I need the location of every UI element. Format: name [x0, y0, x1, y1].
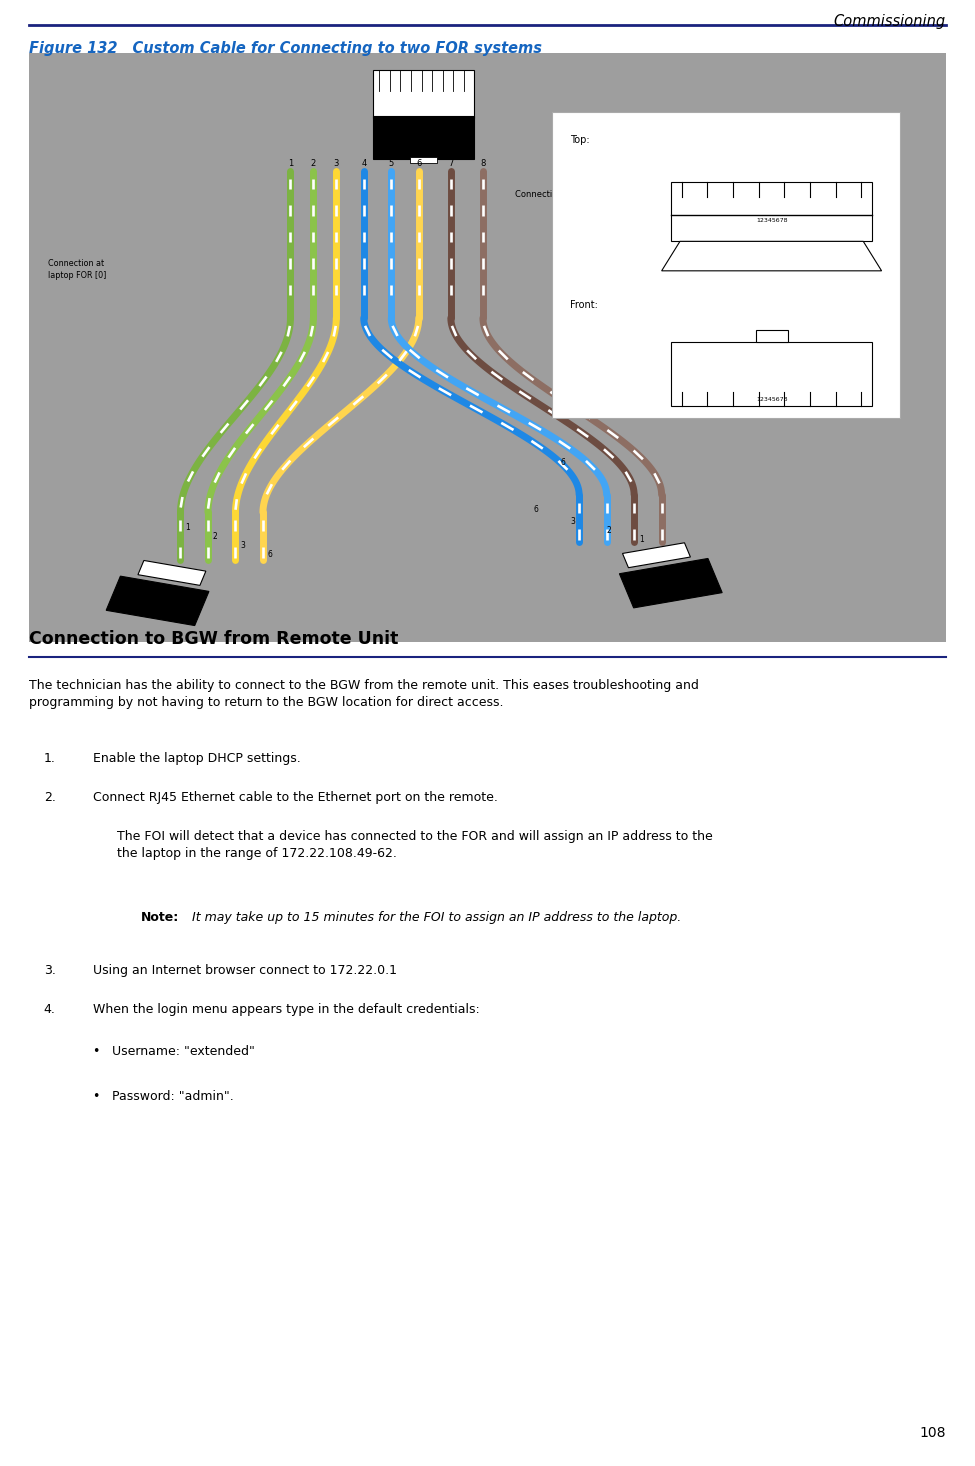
- Bar: [756, 330, 788, 342]
- Text: Top:: Top:: [570, 135, 590, 145]
- Text: Enable the laptop DHCP settings.: Enable the laptop DHCP settings.: [93, 752, 300, 765]
- Text: 3: 3: [240, 541, 245, 550]
- Polygon shape: [662, 242, 881, 271]
- Bar: [671, 182, 873, 242]
- Text: 6: 6: [561, 459, 566, 468]
- Text: 2.: 2.: [44, 792, 56, 803]
- Text: The technician has the ability to connect to the BGW from the remote unit. This : The technician has the ability to connec…: [29, 679, 699, 710]
- Text: 8: 8: [481, 158, 486, 167]
- Text: Connection to BGW from Remote Unit: Connection to BGW from Remote Unit: [29, 630, 399, 648]
- Text: 5: 5: [389, 158, 394, 167]
- Text: 3: 3: [333, 158, 339, 167]
- Text: 3: 3: [570, 517, 575, 526]
- Text: 6: 6: [416, 158, 421, 167]
- Bar: [622, 542, 690, 567]
- Bar: [373, 70, 474, 117]
- Text: Custom Cable for Connecting to two FOR systems: Custom Cable for Connecting to two FOR s…: [112, 41, 542, 56]
- Text: 6: 6: [267, 550, 272, 559]
- Text: 4: 4: [361, 158, 367, 167]
- Text: The FOI will detect that a device has connected to the FOR and will assign an IP: The FOI will detect that a device has co…: [117, 830, 713, 861]
- Text: 12345678: 12345678: [756, 397, 788, 402]
- Text: 2: 2: [213, 532, 217, 541]
- Text: Figure 132: Figure 132: [29, 41, 118, 56]
- Text: 4.: 4.: [44, 1003, 56, 1016]
- Text: Username: "extended": Username: "extended": [112, 1045, 255, 1058]
- Text: Connect RJ45 Ethernet cable to the Ethernet port on the remote.: Connect RJ45 Ethernet cable to the Ether…: [93, 792, 497, 803]
- Text: Using an Internet browser connect to 172.22.0.1: Using an Internet browser connect to 172…: [93, 963, 397, 976]
- Bar: [410, 157, 437, 163]
- Text: 1: 1: [639, 535, 644, 544]
- Bar: [619, 559, 722, 608]
- Text: Front:: Front:: [570, 301, 598, 311]
- Text: 12345678: 12345678: [756, 218, 788, 223]
- Bar: [106, 576, 209, 626]
- Text: Commissioning: Commissioning: [834, 13, 946, 29]
- Text: Connection at
laptop FOR [0]: Connection at laptop FOR [0]: [48, 259, 106, 280]
- Text: Password: "admin".: Password: "admin".: [112, 1091, 234, 1102]
- Text: Connection at
laptop FOR [1]: Connection at laptop FOR [1]: [671, 277, 729, 298]
- Text: 108: 108: [919, 1425, 946, 1440]
- Text: 2: 2: [311, 158, 316, 167]
- Text: •: •: [93, 1045, 100, 1058]
- Text: 1: 1: [185, 523, 190, 532]
- Text: Connection at Remote: Connection at Remote: [515, 189, 608, 199]
- Text: 6: 6: [533, 506, 538, 515]
- Text: 3.: 3.: [44, 963, 56, 976]
- Text: 7: 7: [448, 158, 453, 167]
- Text: It may take up to 15 minutes for the FOI to assign an IP address to the laptop.: It may take up to 15 minutes for the FOI…: [188, 912, 682, 925]
- Bar: [373, 116, 474, 158]
- Text: 2: 2: [606, 526, 611, 535]
- Text: Note:: Note:: [141, 912, 179, 925]
- Text: 1: 1: [288, 158, 293, 167]
- Text: 1.: 1.: [44, 752, 56, 765]
- Text: •: •: [93, 1091, 100, 1102]
- Bar: [552, 111, 900, 418]
- Bar: [671, 342, 873, 406]
- Bar: [137, 560, 206, 585]
- Text: When the login menu appears type in the default credentials:: When the login menu appears type in the …: [93, 1003, 480, 1016]
